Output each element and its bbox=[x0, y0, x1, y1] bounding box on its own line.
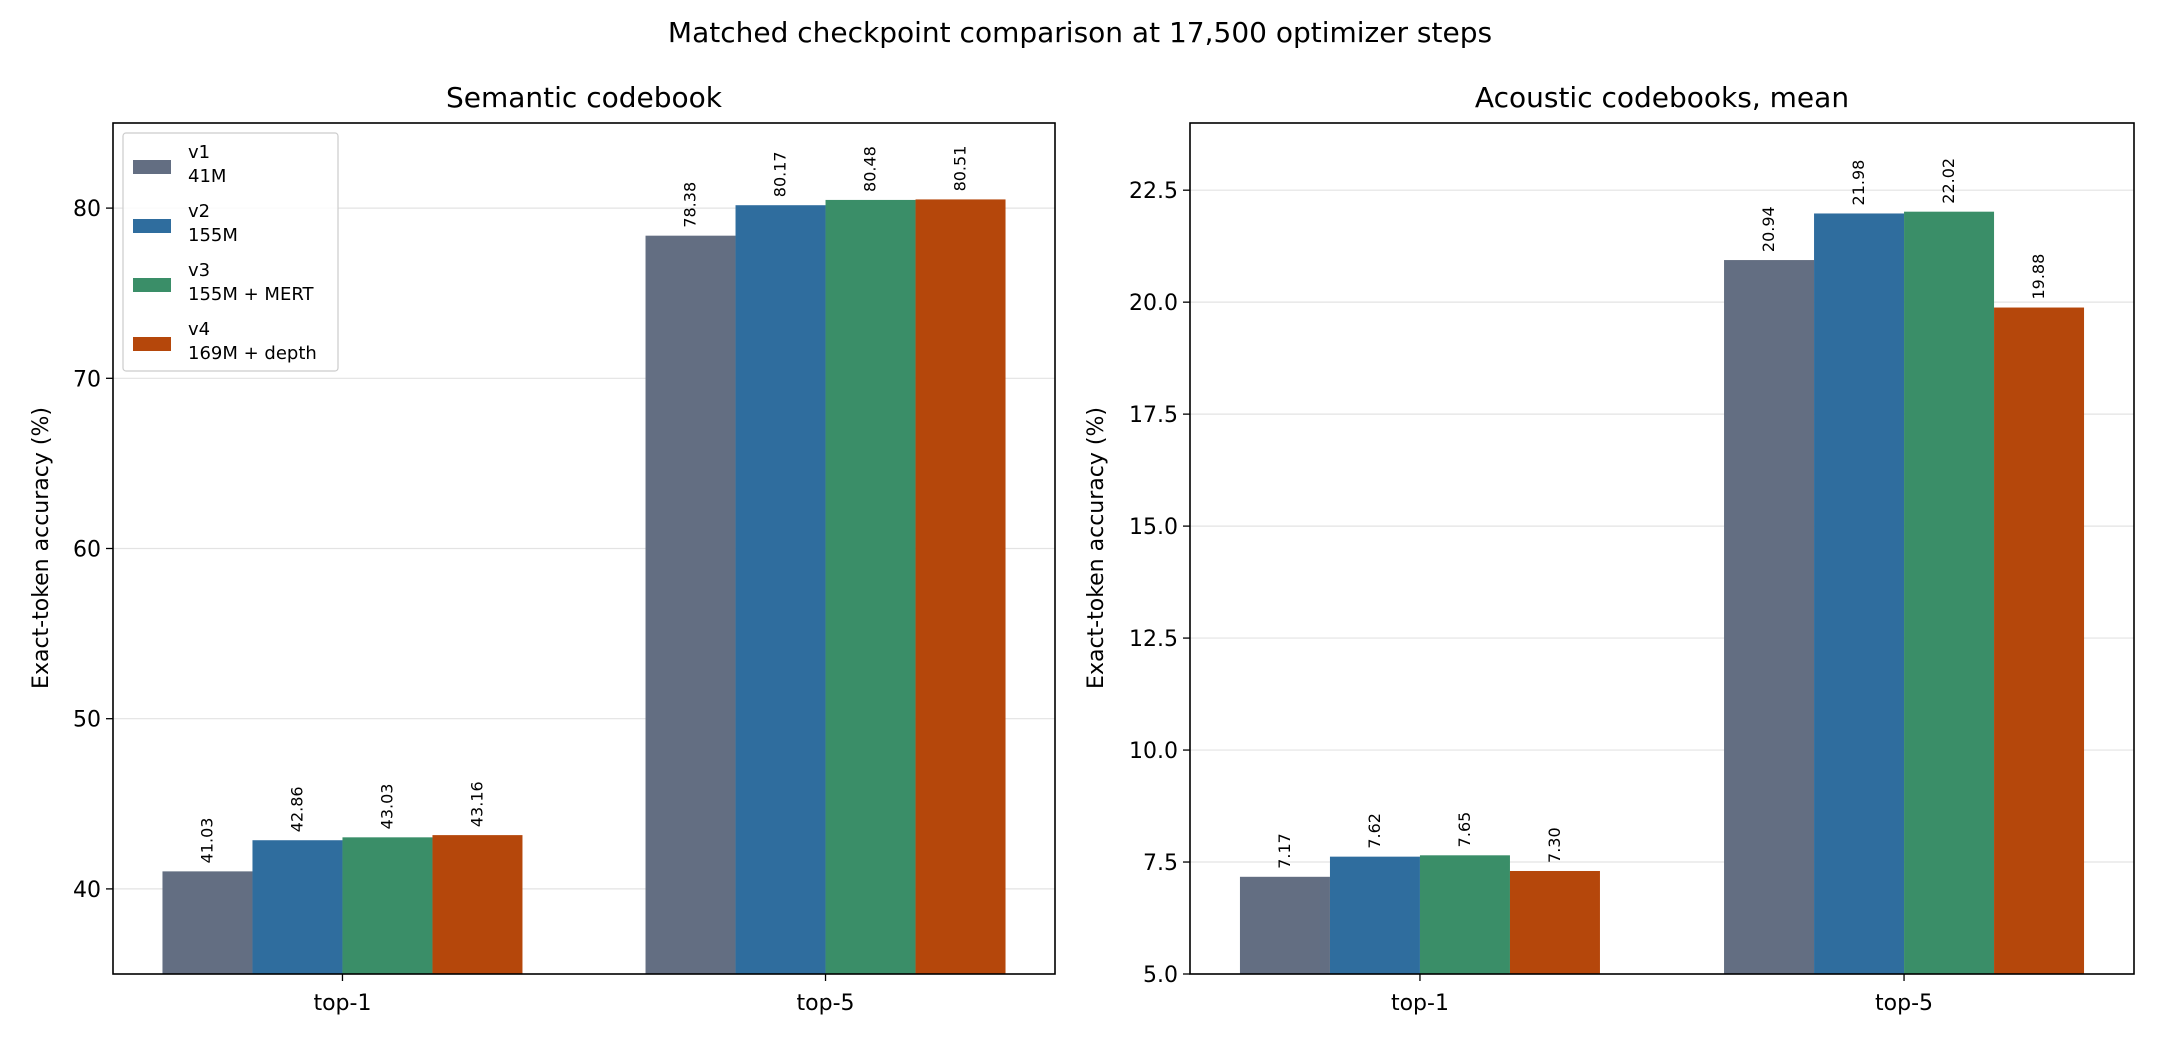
plot-area: 7.17 7.62 7.65 7.30 top-1 20.94 21.98 22.02 19.8… bbox=[1129, 122, 2135, 1016]
x-tick-label: top-1 bbox=[313, 991, 371, 1016]
bar-value-label: 22.02 bbox=[1939, 158, 1958, 204]
bar-value-label: 43.16 bbox=[467, 781, 486, 827]
legend-label: v2 bbox=[188, 201, 210, 222]
y-tick-label: 12.5 bbox=[1129, 627, 1178, 652]
y-tick-label: 20.0 bbox=[1129, 291, 1178, 316]
y-tick-label: 50 bbox=[73, 708, 101, 733]
bar-value-label: 7.62 bbox=[1365, 813, 1384, 849]
bar bbox=[1239, 876, 1330, 974]
bar bbox=[1904, 211, 1995, 974]
panel-title: Semantic codebook bbox=[446, 81, 723, 114]
legend-sublabel: 169M + depth bbox=[188, 343, 317, 364]
y-tick-label: 17.5 bbox=[1129, 403, 1178, 428]
acoustic-codebooks-panel: Acoustic codebooks, mean Exact-token acc… bbox=[1084, 81, 2135, 1016]
bar bbox=[432, 835, 523, 974]
x-tick-label: top-5 bbox=[797, 991, 855, 1016]
legend-swatch bbox=[133, 160, 171, 174]
legend-label: v4 bbox=[188, 319, 210, 340]
bar-value-label: 20.94 bbox=[1759, 206, 1778, 252]
axes-frame bbox=[112, 122, 1056, 975]
legend-frame bbox=[122, 132, 339, 372]
plot-area: 41.03 42.86 43.03 43.16 top-1 78.38 80.17 80.48… bbox=[73, 122, 1056, 1016]
bar bbox=[342, 837, 433, 974]
y-tick-label: 15.0 bbox=[1129, 515, 1178, 540]
y-tick-label: 10.0 bbox=[1129, 739, 1178, 764]
bar-value-label: 19.88 bbox=[2029, 254, 2048, 300]
legend-sublabel: 155M bbox=[188, 225, 238, 246]
bar bbox=[645, 235, 736, 975]
bar-value-label: 43.03 bbox=[377, 784, 396, 830]
y-tick-label: 60 bbox=[73, 538, 101, 563]
y-tick-label: 80 bbox=[73, 197, 101, 222]
legend-swatch bbox=[133, 278, 171, 292]
legend-label: v1 bbox=[188, 142, 210, 163]
bar bbox=[252, 840, 343, 974]
bar bbox=[915, 199, 1006, 974]
bar bbox=[162, 871, 253, 974]
bar-value-label: 78.38 bbox=[681, 182, 700, 228]
bar-value-label: 80.17 bbox=[771, 151, 790, 197]
y-axis-label: Exact-token accuracy (%) bbox=[29, 407, 54, 689]
bar-value-label: 7.30 bbox=[1545, 827, 1564, 863]
bar-value-label: 41.03 bbox=[197, 818, 216, 864]
bar-value-label: 42.86 bbox=[287, 786, 306, 832]
panel-title: Acoustic codebooks, mean bbox=[1475, 81, 1849, 114]
bar bbox=[735, 205, 826, 974]
bar bbox=[1419, 855, 1510, 974]
axes-frame bbox=[1189, 122, 2135, 975]
bar bbox=[1724, 260, 1815, 974]
x-tick-label: top-5 bbox=[1875, 991, 1933, 1016]
bar bbox=[1509, 870, 1600, 974]
bar bbox=[825, 199, 916, 974]
bar-value-label: 7.65 bbox=[1455, 812, 1474, 848]
bar-value-label: 80.48 bbox=[861, 146, 880, 192]
y-tick-label: 5.0 bbox=[1143, 963, 1178, 988]
bar bbox=[1329, 856, 1420, 974]
y-tick-label: 7.5 bbox=[1143, 851, 1178, 876]
legend-sublabel: 41M bbox=[188, 166, 226, 187]
legend-swatch bbox=[133, 337, 171, 351]
bar bbox=[1814, 213, 1905, 974]
legend: v1 41M v2 155M v3 155M + MERT v4 169M + depth bbox=[122, 132, 339, 372]
figure-title: Matched checkpoint comparison at 17,500 … bbox=[668, 16, 1492, 49]
x-tick-label: top-1 bbox=[1391, 991, 1449, 1016]
bar bbox=[1994, 307, 2085, 975]
legend-label: v3 bbox=[188, 260, 210, 281]
y-axis-label: Exact-token accuracy (%) bbox=[1084, 407, 1109, 689]
bar-value-label: 7.17 bbox=[1275, 833, 1294, 869]
bar-value-label: 21.98 bbox=[1849, 160, 1868, 206]
y-tick-label: 22.5 bbox=[1129, 179, 1178, 204]
legend-sublabel: 155M + MERT bbox=[188, 284, 315, 305]
semantic-codebook-panel: Semantic codebook Exact-token accuracy (… bbox=[29, 81, 1056, 1016]
legend-swatch bbox=[133, 219, 171, 233]
bar-value-label: 80.51 bbox=[951, 146, 970, 192]
y-tick-label: 70 bbox=[73, 367, 101, 392]
y-tick-label: 40 bbox=[73, 878, 101, 903]
